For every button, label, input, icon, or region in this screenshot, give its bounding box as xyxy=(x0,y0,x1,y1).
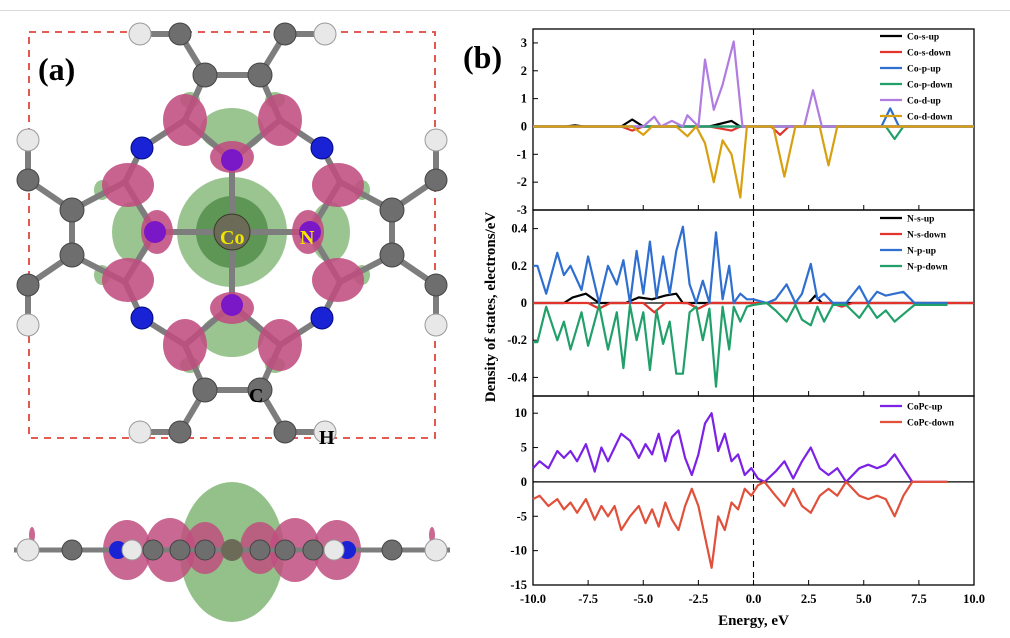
top-divider xyxy=(0,10,1010,11)
legend-label-Co-p-up: Co-p-up xyxy=(907,65,941,75)
y-tick-label: 2 xyxy=(521,64,527,78)
series-line-N-s-up xyxy=(533,292,974,305)
y-tick-label: 3 xyxy=(521,36,527,50)
series-line-Co-d-down xyxy=(533,125,974,199)
legend-label-Co-s-down: Co-s-down xyxy=(907,49,952,59)
x-tick-label: 2.5 xyxy=(801,592,817,606)
legend-label-N-s-up: N-s-up xyxy=(907,215,934,225)
legend-label-N-p-up: N-p-up xyxy=(907,247,936,257)
series-line-N-p-up xyxy=(533,225,948,305)
y-tick-label: -0.2 xyxy=(507,333,527,347)
x-axis-title: Energy, eV xyxy=(718,613,789,629)
y-tick-label: 0.4 xyxy=(511,222,527,236)
panel-b-label: (b) xyxy=(463,39,502,75)
atom-label-c: C xyxy=(249,385,263,407)
unit-cell-box xyxy=(28,31,436,439)
legend-label-Co-d-down: Co-d-down xyxy=(907,113,953,123)
series-line-N-s-down xyxy=(533,301,974,314)
x-tick-label: 10.0 xyxy=(963,592,985,606)
legend-label-Co-d-up: Co-d-up xyxy=(907,97,941,107)
y-tick-label: 0 xyxy=(521,296,527,310)
x-tick-label: 0.0 xyxy=(746,592,762,606)
legend-label-N-p-down: N-p-down xyxy=(907,263,948,273)
panel-a-structure: (a) Co N C H xyxy=(14,22,450,622)
y-tick-label: -5 xyxy=(517,509,527,523)
legend-label-N-s-down: N-s-down xyxy=(907,231,947,241)
legend-label-Co-p-down: Co-p-down xyxy=(907,81,953,91)
y-axis-title: Density of states, electrons/eV xyxy=(483,212,499,403)
panel-a-label: (a) xyxy=(38,51,75,87)
legend-label-CoPc-up: CoPc-up xyxy=(907,403,942,413)
side-view-molecule xyxy=(14,482,450,622)
y-tick-label: -0.4 xyxy=(507,370,528,384)
atom-label-h: H xyxy=(319,427,335,449)
y-tick-label: -10 xyxy=(510,544,527,558)
x-tick-label: -5.0 xyxy=(633,592,653,606)
series-line-CoPc-down xyxy=(532,480,948,569)
x-tick-label: -10.0 xyxy=(520,592,546,606)
y-tick-label: 0 xyxy=(521,475,527,489)
legend-label-Co-s-up: Co-s-up xyxy=(907,33,939,43)
x-tick-label: 7.5 xyxy=(911,592,927,606)
x-tick-label: -2.5 xyxy=(688,592,708,606)
y-tick-label: 0.2 xyxy=(511,259,527,273)
atom-label-co: Co xyxy=(220,227,244,249)
chart-layer: 3210-1-2-3Co-s-upCo-s-downCo-p-upCo-p-do… xyxy=(483,28,985,629)
y-tick-label: -15 xyxy=(510,578,527,592)
series-line-CoPc-up xyxy=(532,412,948,483)
y-tick-label: -2 xyxy=(517,175,527,189)
legend-label-CoPc-down: CoPc-down xyxy=(907,419,955,429)
series-line-Co-d-up xyxy=(533,40,974,128)
series-line-N-p-down xyxy=(533,301,948,388)
top-view-molecule xyxy=(16,22,448,444)
x-tick-label: 5.0 xyxy=(856,592,872,606)
y-tick-label: 0 xyxy=(521,119,527,133)
y-tick-label: 10 xyxy=(515,406,528,420)
y-tick-label: -3 xyxy=(517,203,527,217)
x-tick-label: -7.5 xyxy=(578,592,598,606)
y-tick-label: 1 xyxy=(521,92,527,106)
y-tick-label: -1 xyxy=(517,147,527,161)
series-line-Co-s-down xyxy=(533,125,974,136)
y-tick-label: 5 xyxy=(521,441,527,455)
atom-label-n: N xyxy=(300,227,315,249)
